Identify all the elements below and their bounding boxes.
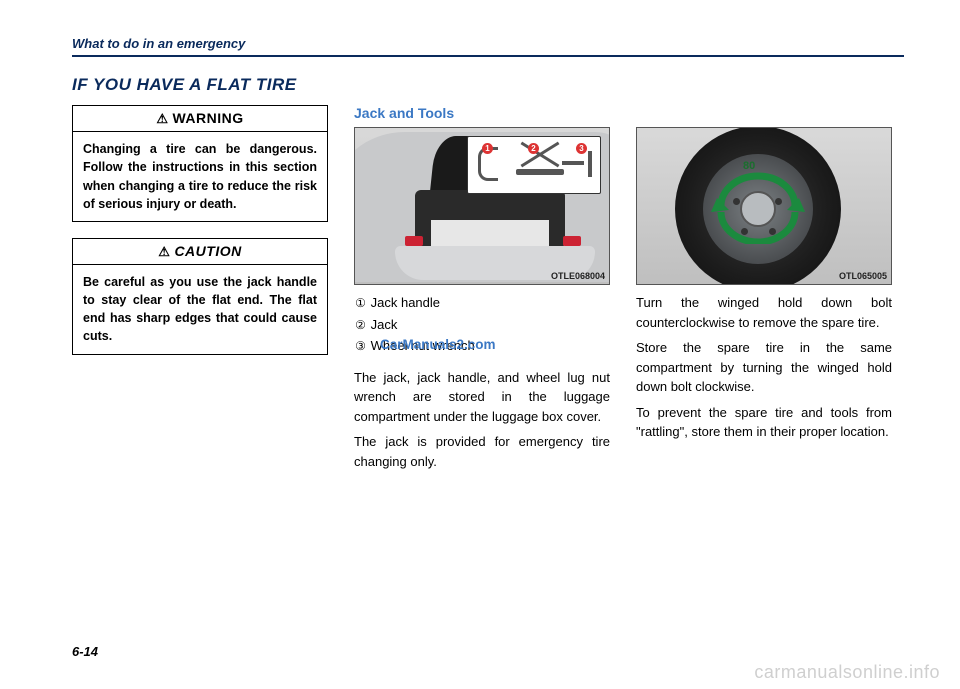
figure-code-2: OTL065005 [839,271,887,281]
list-num-1: ① [354,294,367,312]
section-header: What to do in an emergency [72,36,904,57]
col2-para2: The jack is provided for emergency tire … [354,432,610,471]
column-2: Jack and Tools 1 2 3 OTLE0680 [354,105,610,471]
col3-para1: Turn the winged hold down bolt countercl… [636,293,892,332]
list-num-3: ③ [354,337,367,355]
figure-jack-tools: 1 2 3 OTLE068004 [354,127,610,285]
warning-icon [156,110,172,126]
list-num-2: ② [354,316,367,334]
reflector-right [563,236,581,246]
list-label-2: Jack [371,317,398,332]
tools-inset: 1 2 3 [467,136,601,194]
warning-body: Changing a tire can be dangerous. Follow… [73,132,327,221]
callout-2: 2 [528,143,539,154]
figure-spare-tire: 80 OTL065005 [636,127,892,285]
trunk-floor-shape [431,220,549,246]
content-columns: WARNING Changing a tire can be dangerous… [72,105,904,471]
rotation-arrows-icon [711,168,805,244]
page-title: IF YOU HAVE A FLAT TIRE [72,75,904,95]
figure-code-1: OTLE068004 [551,271,605,281]
col2-para1: The jack, jack handle, and wheel lug nut… [354,368,610,427]
footer-watermark: carmanualsonline.info [754,662,940,683]
list-item: ① Jack handle [354,293,610,313]
warning-head-text: WARNING [172,110,243,126]
column-1: WARNING Changing a tire can be dangerous… [72,105,328,471]
caution-icon [158,243,174,259]
col3-para3: To prevent the spare tire and tools from… [636,403,892,442]
list-item: ② Jack [354,315,610,335]
reflector-left [405,236,423,246]
caution-box: CAUTION Be careful as you use the jack h… [72,238,328,355]
callout-3: 3 [576,143,587,154]
watermark-mid: CarManuals2.com [380,337,496,352]
page-number: 6-14 [72,644,98,659]
list-label-1: Jack handle [371,295,440,310]
jack-tools-heading: Jack and Tools [354,105,610,121]
wrench-icon [562,151,592,177]
caution-body: Be careful as you use the jack handle to… [73,265,327,354]
column-3: 80 OTL065005 Turn the winged hold down b… [636,105,892,471]
jack-icon [518,147,562,183]
caution-head-text: CAUTION [174,243,241,259]
warning-box: WARNING Changing a tire can be dangerous… [72,105,328,222]
warning-head: WARNING [73,106,327,132]
caution-head: CAUTION [73,239,327,265]
callout-1: 1 [482,143,493,154]
col3-para2: Store the spare tire in the same compart… [636,338,892,397]
jack-base-icon [516,169,564,175]
